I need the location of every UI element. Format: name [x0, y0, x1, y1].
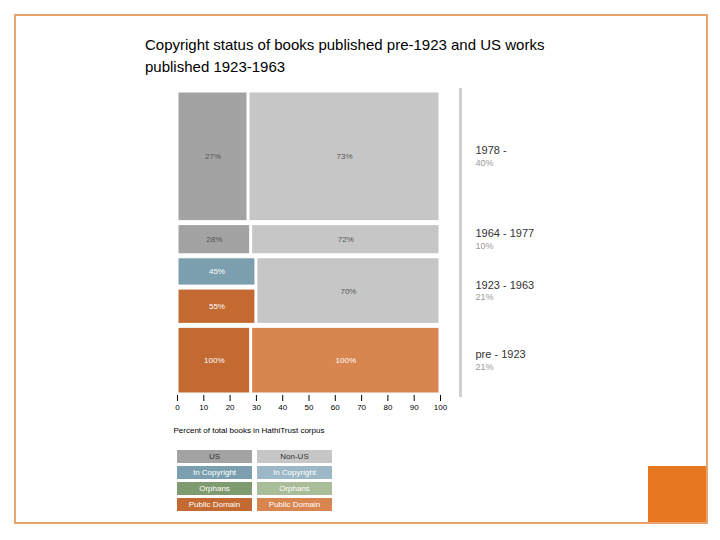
html-text:US: US — [208, 452, 221, 461]
html-text:In Copyright: In Copyright — [192, 468, 237, 477]
svg-text:40: 40 — [278, 403, 287, 412]
svg-text:45%: 45% — [209, 267, 225, 276]
svg-text:pre - 1923: pre - 1923 — [476, 348, 526, 360]
svg-text:100%: 100% — [336, 356, 356, 365]
svg-text:100: 100 — [434, 403, 448, 412]
svg-text:70: 70 — [357, 403, 366, 412]
svg-text:70%: 70% — [340, 287, 356, 296]
svg-text:1978 -: 1978 - — [476, 144, 508, 156]
html-text:Non-US: Non-US — [280, 452, 309, 461]
html-text:Orphans: Orphans — [279, 484, 310, 493]
svg-text:72%: 72% — [338, 235, 354, 244]
html-text:Public Domain: Public Domain — [188, 500, 241, 509]
svg-text:30: 30 — [252, 403, 261, 412]
html-text:In Copyright: In Copyright — [272, 468, 317, 477]
svg-text:100%: 100% — [204, 356, 224, 365]
svg-text:55%: 55% — [209, 302, 225, 311]
svg-text:90: 90 — [410, 403, 419, 412]
svg-text:21%: 21% — [476, 362, 494, 372]
svg-text:0: 0 — [175, 403, 180, 412]
html-text:Public Domain: Public Domain — [268, 500, 321, 509]
svg-text:21%: 21% — [476, 292, 494, 302]
html-text:Copyright status of books publ: Copyright status of books published pre-… — [145, 36, 545, 75]
svg-text:27%: 27% — [205, 152, 221, 161]
svg-text:1923 - 1963: 1923 - 1963 — [476, 279, 535, 291]
svg-text:80: 80 — [383, 403, 392, 412]
svg-text:28%: 28% — [206, 235, 222, 244]
svg-text:10%: 10% — [476, 241, 494, 251]
svg-text:60: 60 — [331, 403, 340, 412]
html-text:Orphans: Orphans — [199, 484, 230, 493]
svg-text:50: 50 — [305, 403, 314, 412]
svg-text:40%: 40% — [476, 158, 494, 168]
svg-text:1964 - 1977: 1964 - 1977 — [476, 227, 535, 239]
svg-text:20: 20 — [226, 403, 235, 412]
svg-text:73%: 73% — [336, 152, 352, 161]
svg-text:10: 10 — [199, 403, 208, 412]
svg-text:Percent of total books in Hath: Percent of total books in HathiTrust cor… — [174, 426, 325, 435]
